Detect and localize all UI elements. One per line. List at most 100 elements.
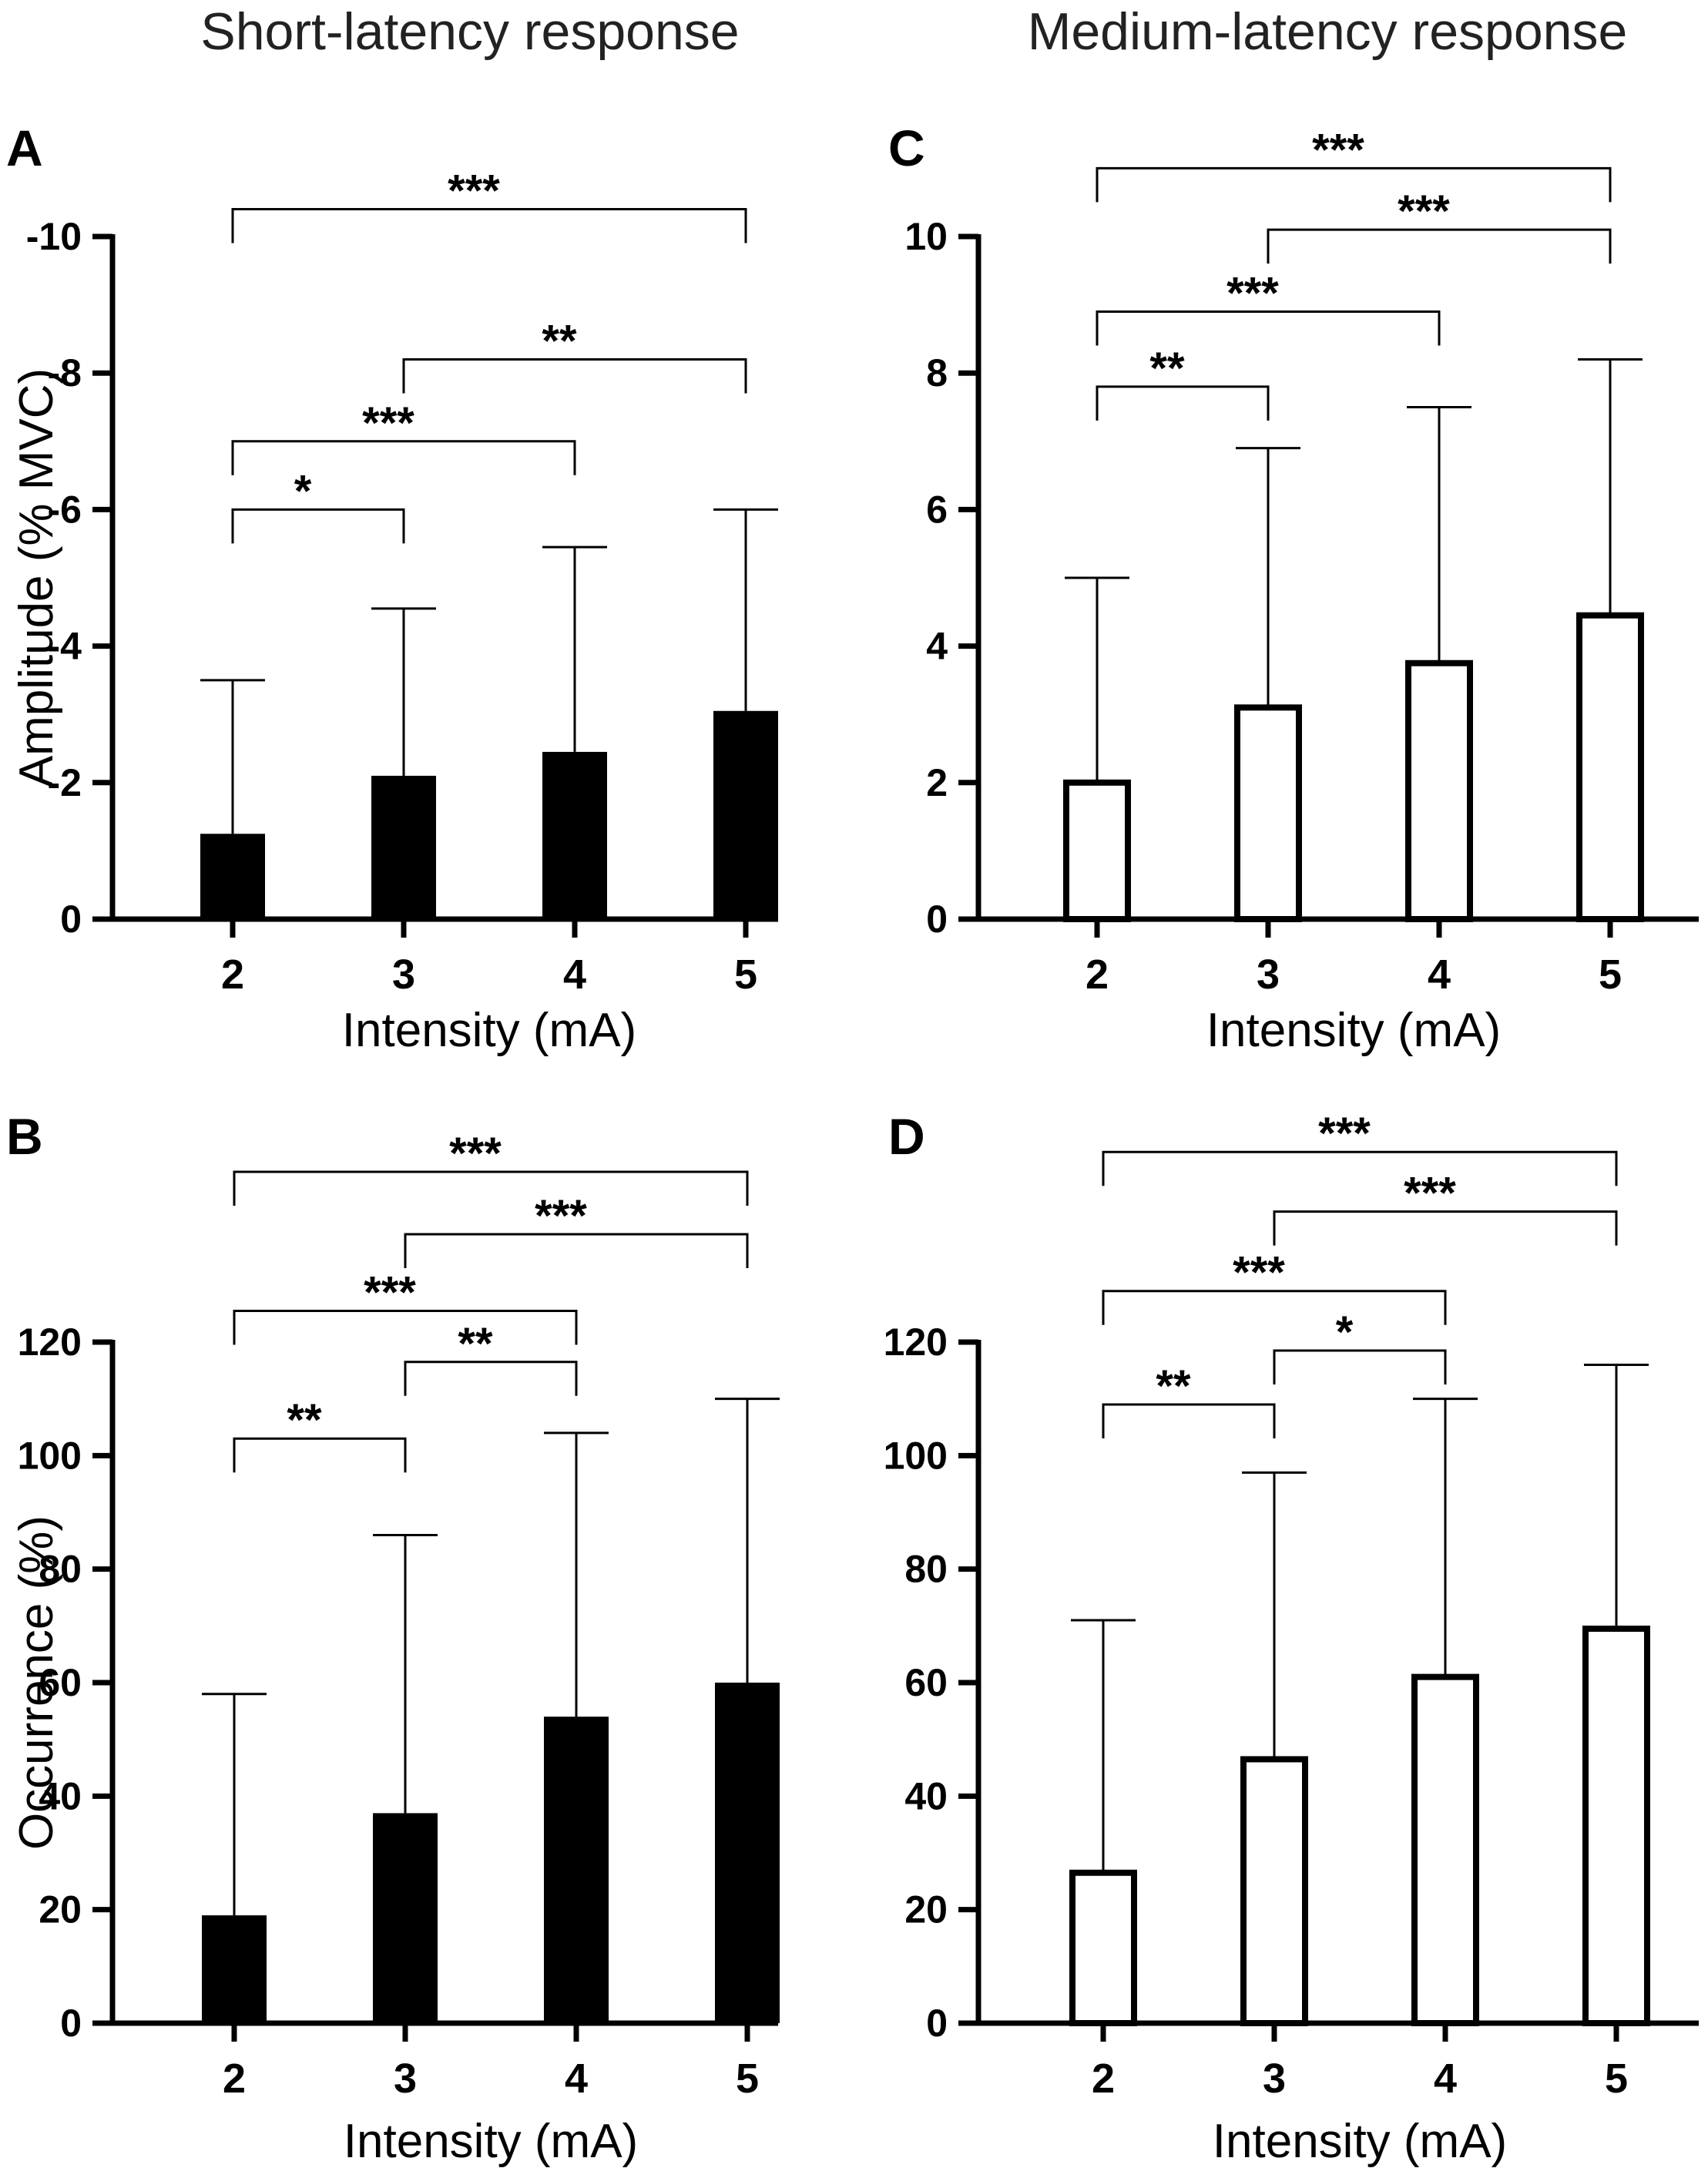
- significance-label: ***: [1226, 268, 1279, 318]
- significance-bracket: [231, 208, 747, 243]
- y-tick-label: 40: [39, 1774, 82, 1817]
- y-tick-label: 0: [926, 898, 948, 941]
- y-tick-label: 2: [926, 761, 948, 804]
- significance-label: ***: [364, 1267, 416, 1317]
- x-tick-label: 5: [734, 951, 757, 998]
- y-tick-label: -6: [48, 488, 82, 531]
- bar: [1240, 1756, 1308, 2026]
- y-tick-label: 10: [904, 215, 948, 258]
- x-tick-label: 4: [565, 2056, 588, 2102]
- bar: [373, 1813, 438, 2023]
- significance-bracket: [1267, 228, 1612, 264]
- x-tick-label: 5: [1605, 2056, 1628, 2102]
- significance-label: ***: [1312, 125, 1364, 175]
- significance-label: **: [1149, 344, 1185, 394]
- x-tick-label: 3: [1257, 951, 1280, 998]
- y-tick-label: 0: [926, 2002, 948, 2045]
- bar: [713, 710, 778, 919]
- x-tick-label: 2: [221, 951, 244, 998]
- significance-bracket: [1096, 166, 1612, 203]
- y-tick-label: 0: [60, 898, 82, 941]
- y-tick-label: 100: [18, 1434, 82, 1477]
- column-title-medium-latency: Medium-latency response: [1027, 2, 1628, 61]
- bar: [371, 775, 436, 919]
- significance-bracket: [404, 1233, 749, 1269]
- panel-label: C: [888, 119, 925, 176]
- significance-label: **: [542, 316, 577, 366]
- significance-label: **: [1156, 1361, 1191, 1411]
- significance-label: **: [287, 1395, 322, 1445]
- bar: [200, 834, 265, 919]
- significance-bracket: [1102, 1290, 1447, 1325]
- significance-bracket: [1102, 1150, 1618, 1186]
- significance-label: **: [458, 1319, 493, 1369]
- bar: [544, 1717, 609, 2023]
- x-axis-title: Intensity (mA): [1213, 2115, 1507, 2168]
- significance-bracket: [231, 508, 405, 544]
- y-tick-label: -2: [48, 761, 82, 804]
- bar: [1576, 612, 1644, 922]
- significance-label: ***: [449, 1129, 502, 1179]
- bar: [542, 751, 607, 919]
- y-tick-label: 8: [926, 351, 948, 394]
- x-tick-label: 3: [1263, 2056, 1286, 2102]
- bar: [1405, 659, 1473, 922]
- y-tick-label: 80: [904, 1548, 948, 1591]
- bar: [1234, 704, 1302, 923]
- y-axis-title: Amplitude (% MVC): [10, 368, 63, 787]
- y-tick-label: 120: [18, 1321, 82, 1364]
- significance-bracket: [402, 357, 747, 394]
- y-tick-label: 60: [39, 1661, 82, 1704]
- bar: [1411, 1673, 1479, 2026]
- x-axis-title: Intensity (mA): [344, 2115, 638, 2168]
- significance-label: ***: [1318, 1109, 1371, 1159]
- x-tick-label: 2: [223, 2056, 246, 2102]
- significance-bracket: [231, 440, 576, 475]
- bar: [1069, 1869, 1137, 2027]
- panel-label: D: [888, 1108, 925, 1165]
- y-tick-label: -10: [26, 215, 82, 258]
- x-tick-label: 4: [563, 951, 586, 998]
- x-tick-label: 5: [1599, 951, 1622, 998]
- panel-label: B: [6, 1108, 43, 1165]
- significance-bracket: [1273, 1349, 1447, 1385]
- column-title-short-latency: Short-latency response: [200, 2, 740, 61]
- x-axis-title: Intensity (mA): [342, 1004, 636, 1057]
- y-tick-label: 0: [60, 2002, 82, 2045]
- significance-label: ***: [448, 166, 500, 216]
- y-tick-label: -8: [48, 351, 82, 394]
- y-tick-label: 40: [904, 1774, 948, 1817]
- panel-a: A0-2-4-6-8-102 3 4 5*********Intensity (mA)…: [6, 119, 778, 1057]
- y-tick-label: 60: [904, 1661, 948, 1704]
- y-tick-label: 100: [884, 1434, 948, 1477]
- y-axis-title: Occurrence (%): [10, 1515, 63, 1850]
- x-tick-label: 4: [1428, 951, 1451, 998]
- significance-bracket: [1096, 385, 1270, 421]
- significance-bracket: [233, 1170, 749, 1206]
- y-tick-label: 20: [904, 1888, 948, 1931]
- significance-label: ***: [535, 1191, 587, 1241]
- y-tick-label: 120: [884, 1321, 948, 1364]
- significance-bracket: [1273, 1210, 1618, 1246]
- bar: [715, 1683, 780, 2023]
- significance-bracket: [1096, 310, 1441, 346]
- y-tick-label: 80: [39, 1548, 82, 1591]
- significance-bracket: [233, 1437, 407, 1473]
- significance-label: ***: [1233, 1248, 1285, 1298]
- x-tick-label: 3: [392, 951, 415, 998]
- x-tick-label: 5: [736, 2056, 759, 2102]
- bar: [1063, 779, 1131, 922]
- x-axis-title: Intensity (mA): [1206, 1004, 1501, 1057]
- bar: [1582, 1626, 1650, 2026]
- y-tick-label: 20: [39, 1888, 82, 1931]
- y-tick-label: -4: [48, 625, 82, 668]
- significance-bracket: [233, 1309, 578, 1345]
- significance-label: *: [294, 466, 312, 516]
- y-tick-label: 6: [926, 488, 948, 531]
- significance-label: ***: [1404, 1169, 1456, 1219]
- significance-label: ***: [362, 398, 414, 448]
